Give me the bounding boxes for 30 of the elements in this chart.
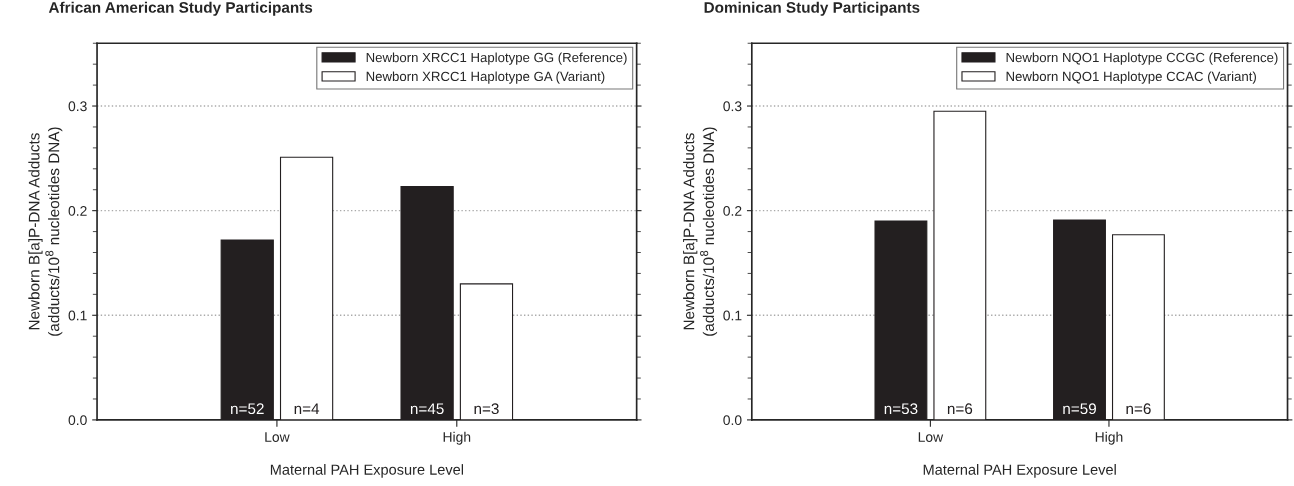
y-axis-title: Newborn B[a]P-DNA Adducts (adducts/10$^{8}$ nucleotides DNA) — [683, 127, 718, 336]
y-tick-label: 0.2 — [723, 205, 742, 216]
annotation: n=6 — [947, 403, 973, 415]
y-tick-label: 0.3 — [723, 101, 742, 112]
x-axis-title: Maternal PAH Exposure Level — [923, 464, 1116, 478]
y-tick-label: 0.1 — [68, 310, 87, 321]
y-tick-label: 0.1 — [723, 310, 742, 321]
annotation: n=45 — [410, 403, 444, 415]
chart-title: Dominican Study Participants — [704, 1, 920, 16]
x-axis-title: Maternal PAH Exposure Level — [270, 464, 464, 478]
y-axis-title: Newborn B[a]P-DNA Adducts (adducts/10$^{8}$ nucleotides DNA) — [28, 127, 63, 336]
annotation: n=53 — [884, 403, 918, 415]
annotation: n=52 — [231, 403, 264, 415]
x-tick-label: Low — [265, 432, 290, 442]
legend-label: Newborn XRCC1 Haplotype GG (Reference) — [366, 52, 627, 65]
annotation: n=4 — [294, 403, 320, 414]
legend-label: Newborn XRCC1 Haplotype GA (Variant) — [366, 71, 605, 84]
x-tick-label: High — [1095, 431, 1123, 445]
annotation: n=59 — [1063, 403, 1096, 415]
y-tick-label: 0.0 — [723, 415, 742, 426]
x-tick-label: High — [443, 431, 471, 445]
annotation: n=6 — [1126, 403, 1151, 415]
annotation: n=3 — [474, 403, 499, 415]
legend-label: Newborn NQO1 Haplotype CCGC (Reference) — [1006, 52, 1278, 65]
chart-title: African American Study Participants — [48, 1, 313, 16]
legend-label: Newborn NQO1 Haplotype CCAC (Variant) — [1006, 71, 1256, 84]
y-tick-label: 0.3 — [68, 101, 87, 112]
y-tick-label: 0.0 — [68, 415, 87, 426]
y-tick-label: 0.2 — [68, 205, 87, 216]
x-tick-label: Low — [918, 432, 944, 442]
